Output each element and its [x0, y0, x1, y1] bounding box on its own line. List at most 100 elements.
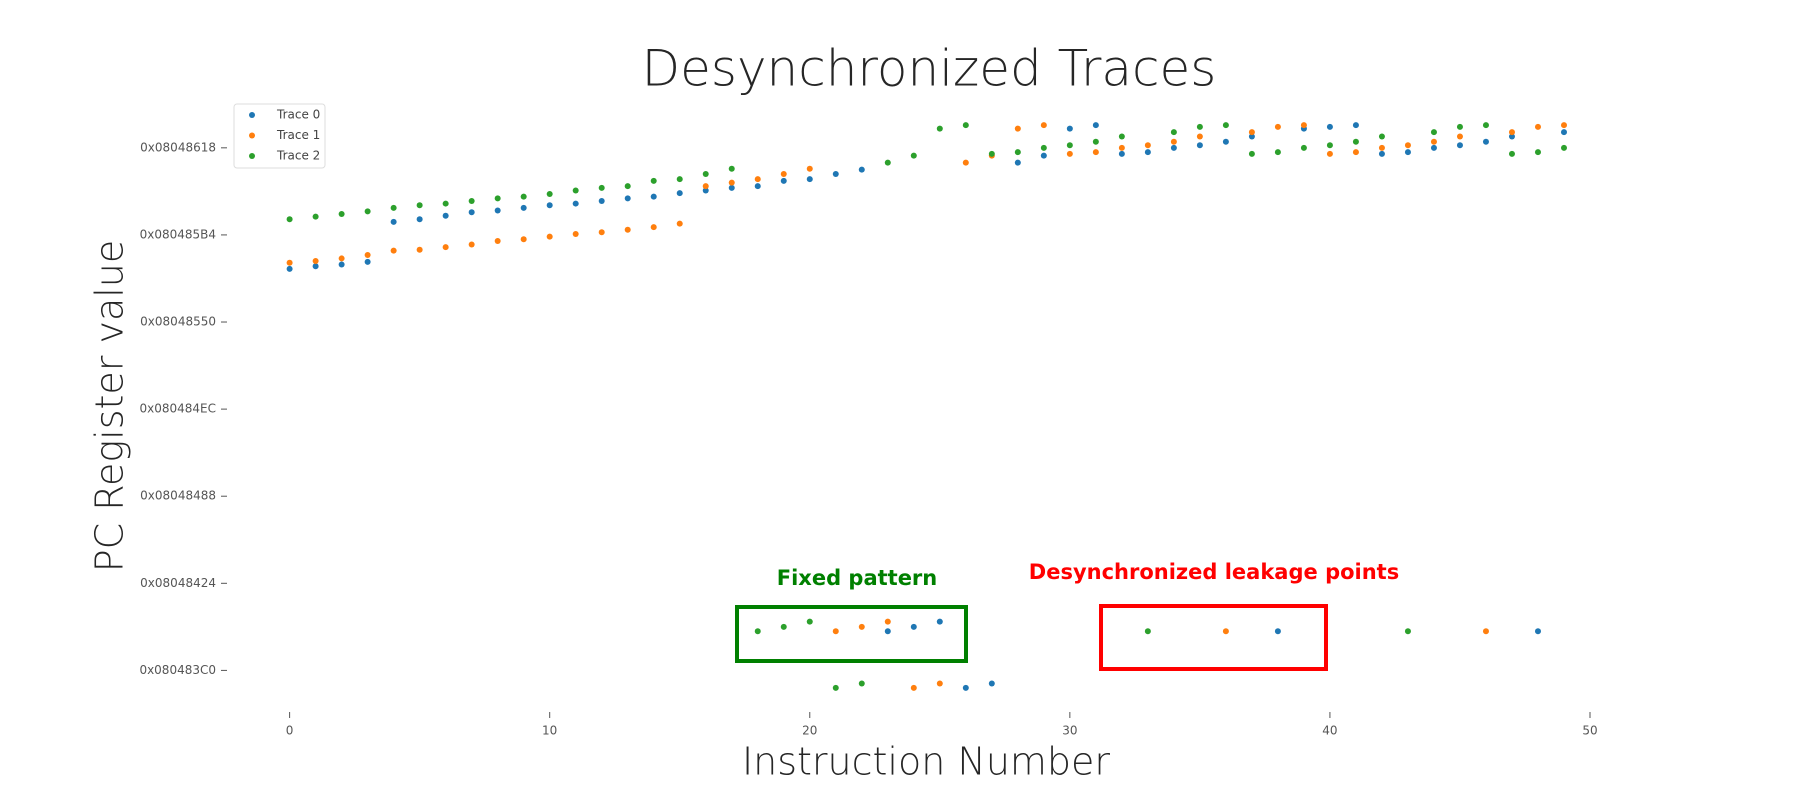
point: [1144, 142, 1151, 149]
point: [754, 628, 761, 635]
point: [1560, 129, 1567, 136]
point: [1014, 149, 1021, 156]
point: [390, 247, 397, 254]
annotation-text: Desynchronized leakage points: [1029, 560, 1399, 584]
legend-marker: [249, 132, 255, 139]
point: [624, 195, 631, 202]
point: [1456, 133, 1463, 140]
point: [1326, 150, 1333, 157]
point: [1170, 144, 1177, 151]
point: [884, 159, 891, 166]
point: [884, 628, 891, 635]
point: [1482, 628, 1489, 635]
point: [416, 202, 423, 209]
point: [624, 226, 631, 233]
point: [598, 184, 605, 191]
point: [988, 680, 995, 687]
point: [468, 209, 475, 216]
point: [1170, 129, 1177, 136]
x-tick-label: 40: [1322, 724, 1337, 738]
point: [1352, 149, 1359, 156]
point: [1118, 150, 1125, 157]
point: [1014, 159, 1021, 166]
point: [1196, 123, 1203, 130]
point: [1118, 144, 1125, 151]
point: [1378, 150, 1385, 157]
point: [780, 623, 787, 630]
point: [1118, 133, 1125, 140]
point: [572, 200, 579, 207]
point: [936, 618, 943, 625]
point: [1326, 142, 1333, 149]
point: [910, 684, 917, 691]
point: [962, 684, 969, 691]
annotation-box: [1099, 604, 1328, 671]
legend-marker: [249, 112, 255, 118]
point: [1300, 122, 1307, 129]
y-tick-label: 0x080484EC: [139, 402, 216, 416]
point: [390, 218, 397, 225]
point: [442, 200, 449, 207]
point: [312, 258, 319, 265]
point: [702, 187, 709, 194]
point: [1430, 138, 1437, 145]
point: [598, 229, 605, 236]
y-tick-label: 0x08048488: [140, 489, 216, 503]
point: [1404, 149, 1411, 156]
point: [1560, 122, 1567, 129]
point: [286, 216, 293, 223]
point: [1066, 142, 1073, 149]
point: [1092, 122, 1099, 129]
point: [442, 244, 449, 251]
point: [1040, 144, 1047, 151]
point: [1508, 129, 1515, 136]
point: [1196, 142, 1203, 149]
point: [1404, 142, 1411, 149]
point: [858, 623, 865, 630]
point: [962, 159, 969, 166]
point: [988, 150, 995, 157]
point: [1040, 122, 1047, 129]
point: [286, 259, 293, 266]
x-tick-label: 20: [802, 724, 817, 738]
y-tick-label: 0x08048550: [140, 315, 216, 329]
point: [1352, 122, 1359, 129]
point: [624, 183, 631, 190]
point: [364, 208, 371, 215]
point: [312, 213, 319, 220]
point: [910, 152, 917, 159]
point: [390, 204, 397, 211]
point: [494, 207, 501, 214]
point: [1430, 129, 1437, 136]
point: [1274, 123, 1281, 130]
point: [1300, 144, 1307, 151]
point: [1274, 149, 1281, 156]
y-axis-label: PC Register value: [88, 240, 132, 573]
legend-box: [233, 103, 326, 169]
point: [780, 177, 787, 184]
point: [1430, 144, 1437, 151]
point: [858, 166, 865, 173]
point: [754, 176, 761, 183]
legend-marker: [249, 153, 255, 159]
point: [806, 165, 813, 172]
point: [650, 177, 657, 184]
y-tick-label: 0x080483C0: [139, 663, 216, 677]
point: [702, 170, 709, 177]
point: [1144, 149, 1151, 156]
point: [806, 176, 813, 183]
point: [1040, 152, 1047, 159]
point: [1378, 144, 1385, 151]
point: [1508, 133, 1515, 140]
point: [1560, 144, 1567, 151]
point: [1274, 628, 1281, 635]
point: [806, 618, 813, 625]
point: [520, 193, 527, 200]
point: [338, 255, 345, 262]
annotation-box: [735, 605, 968, 663]
point: [1222, 628, 1229, 635]
point: [364, 258, 371, 265]
legend-label: Trace 0: [276, 108, 320, 122]
